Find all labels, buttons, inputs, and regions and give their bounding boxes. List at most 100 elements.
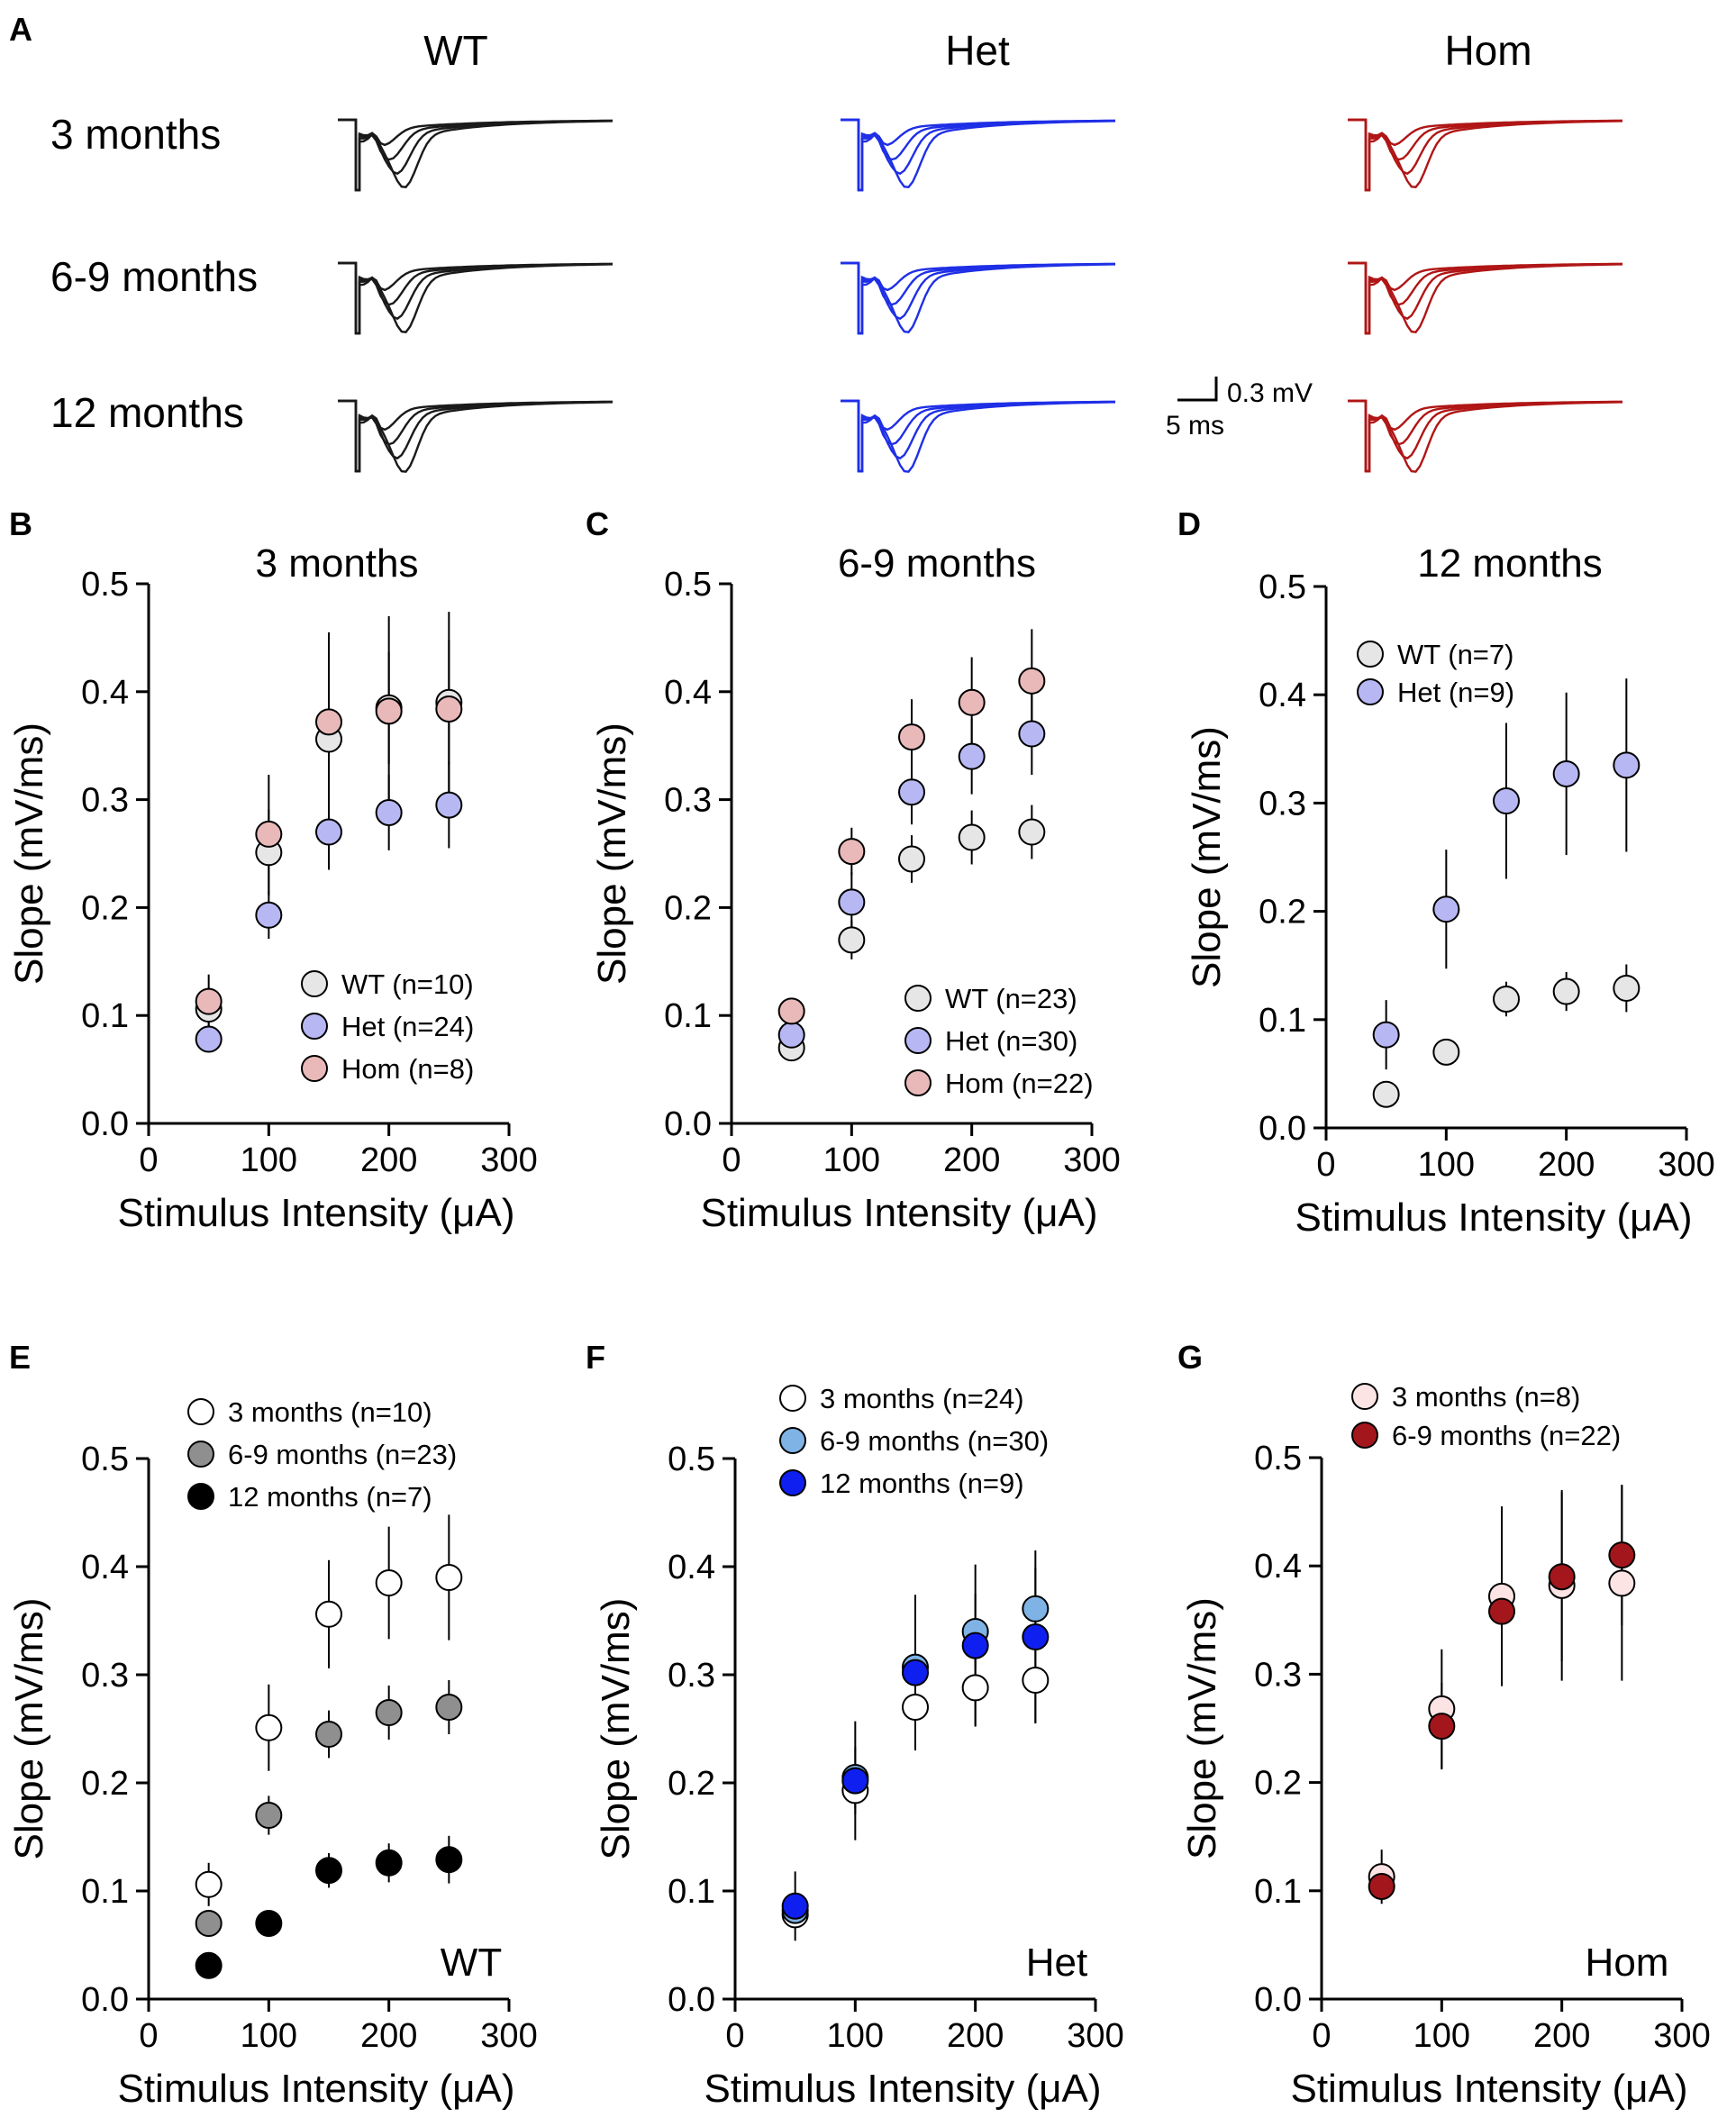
y-tick-label: 0.4 — [1254, 1548, 1302, 1586]
trace-wt-row3-3 — [338, 399, 613, 473]
trace-hom-row2-2 — [1348, 261, 1623, 335]
data-point-1-1 — [255, 1802, 283, 1829]
trace-het-row2-3 — [841, 261, 1115, 335]
trace-hom-row3-3 — [1348, 399, 1622, 473]
x-tick-label: 200 — [360, 1141, 417, 1179]
data-point-1-2 — [1488, 1597, 1515, 1625]
y-tick-label: 0.0 — [81, 1105, 129, 1143]
legend-label: Hom (n=22) — [945, 1068, 1094, 1099]
y-tick-label: 0.5 — [81, 566, 129, 604]
y-tick-label: 0.3 — [81, 782, 129, 820]
panel-c-label: C — [586, 505, 609, 542]
legend-marker — [904, 1027, 932, 1054]
legend-marker — [301, 1055, 328, 1082]
y-tick-label: 0.4 — [1259, 677, 1306, 714]
data-point-1-3 — [375, 798, 403, 826]
legend-label: 3 months (n=10) — [228, 1396, 432, 1428]
data-point-1-3 — [958, 742, 986, 770]
data-point-2-2 — [315, 1857, 342, 1885]
x-tick-label: 300 — [1658, 1146, 1714, 1184]
y-tick-label: 0.4 — [81, 674, 129, 712]
y-tick-label: 0.3 — [81, 1657, 129, 1695]
legend-marker — [187, 1398, 214, 1425]
panel-d-label: D — [1177, 505, 1201, 542]
y-tick-label: 0.4 — [664, 674, 712, 712]
data-point-1-0 — [195, 1910, 223, 1937]
scale-bar: 0.3 mV 5 ms — [1166, 377, 1313, 441]
data-point-1-2 — [315, 818, 342, 846]
trace-het-row3-3 — [841, 399, 1115, 473]
chart-title: 3 months — [256, 541, 419, 586]
trace-hom-row2-1 — [1348, 261, 1622, 335]
chart-title: 6-9 months — [838, 541, 1036, 586]
y-tick-label: 0.2 — [81, 889, 129, 927]
scale-bar-time: 5 ms — [1166, 411, 1224, 441]
data-point-2-4 — [1018, 667, 1046, 695]
legend-label: 3 months (n=24) — [820, 1383, 1024, 1414]
column-header-wt: WT — [423, 27, 488, 74]
chart-e: E WT 0.0 0.1 0.2 0.3 0.4 0.5 0 100 200 300 Stimulus … — [7, 1339, 538, 2111]
x-tick-label: 0 — [1312, 2017, 1331, 2055]
x-tick-label: 200 — [360, 2017, 417, 2055]
scale-bar-lines — [1177, 377, 1218, 402]
legend-marker — [1357, 641, 1384, 668]
data-point-0-3 — [1552, 977, 1580, 1005]
trace-het-row3-2 — [841, 399, 1116, 473]
x-tick-label: 0 — [139, 1141, 158, 1179]
legend-marker — [779, 1427, 806, 1454]
y-tick-label: 0.5 — [81, 1441, 129, 1478]
legend-marker — [1351, 1383, 1378, 1410]
trace-hom-row2-3 — [1348, 261, 1622, 335]
trace-wt-row3-1 — [338, 399, 613, 473]
data-point-2-0 — [195, 1951, 223, 1979]
data-point-0-3 — [958, 823, 986, 851]
legend-marker — [904, 1069, 932, 1096]
trace-het-row1-3 — [841, 118, 1115, 192]
x-axis-label: Stimulus Intensity (μA) — [1290, 2067, 1687, 2111]
chart-title: Hom — [1586, 1941, 1669, 1985]
data-point-0-4 — [1613, 974, 1641, 1002]
y-tick-label: 0.1 — [81, 1873, 129, 1911]
y-tick-label: 0.2 — [664, 889, 712, 927]
data-point-0-2 — [898, 845, 925, 873]
data-point-2-2 — [315, 708, 342, 736]
chart-title: Het — [1026, 1941, 1087, 1985]
trace-het-row3-1 — [841, 399, 1115, 473]
trace-hom-row3-4 — [1348, 399, 1622, 473]
chart-d: D 12 months 0.0 0.1 0.2 0.3 0.4 0.5 0 100 200 300 St… — [1177, 505, 1715, 1240]
x-tick-label: 0 — [722, 1141, 741, 1179]
y-tick-label: 0.3 — [664, 782, 712, 820]
trace-hom-row2-4 — [1348, 261, 1622, 335]
data-point-1-0 — [777, 1021, 805, 1049]
y-tick-label: 0.3 — [1259, 785, 1306, 823]
row-label-12-months: 12 months — [50, 389, 244, 436]
trace-het-row2-2 — [841, 261, 1116, 335]
chart-title: 12 months — [1417, 541, 1602, 586]
trace-wt-row2-4 — [338, 261, 613, 335]
trace-hom-row1-2 — [1348, 118, 1623, 192]
y-axis-label: Slope (mV/ms) — [7, 723, 51, 985]
y-tick-label: 0.0 — [1254, 1981, 1302, 2019]
y-axis-label: Slope (mV/ms) — [1185, 726, 1229, 988]
x-tick-label: 300 — [1067, 2017, 1123, 2055]
y-axis-label: Slope (mV/ms) — [7, 1598, 51, 1860]
trace-het-row1-2 — [841, 118, 1116, 192]
data-point-1-0 — [1372, 1021, 1400, 1049]
charts-layer: B 3 months 0.0 0.1 0.2 0.3 0.4 0.5 0 100 200 300 Sti… — [7, 505, 1715, 2111]
data-point-0-1 — [255, 1713, 283, 1741]
data-point-2-1 — [841, 1767, 869, 1795]
data-point-2-4 — [435, 695, 463, 723]
x-tick-label: 100 — [241, 2017, 297, 2055]
trace-wt-row1-4 — [338, 118, 613, 192]
trace-het-row3-4 — [841, 399, 1115, 473]
trace-het-row2-4 — [841, 261, 1115, 335]
data-point-1-4 — [1613, 751, 1641, 779]
x-tick-label: 0 — [725, 2017, 744, 2055]
data-point-1-4 — [435, 791, 463, 819]
y-tick-label: 0.0 — [668, 1981, 715, 2019]
panel-e-label: E — [9, 1339, 31, 1376]
x-axis-label: Stimulus Intensity (μA) — [704, 2067, 1101, 2111]
y-tick-label: 0.1 — [1259, 1002, 1306, 1040]
trace-wt-row1-2 — [338, 118, 614, 192]
data-point-0-4 — [1018, 818, 1046, 846]
